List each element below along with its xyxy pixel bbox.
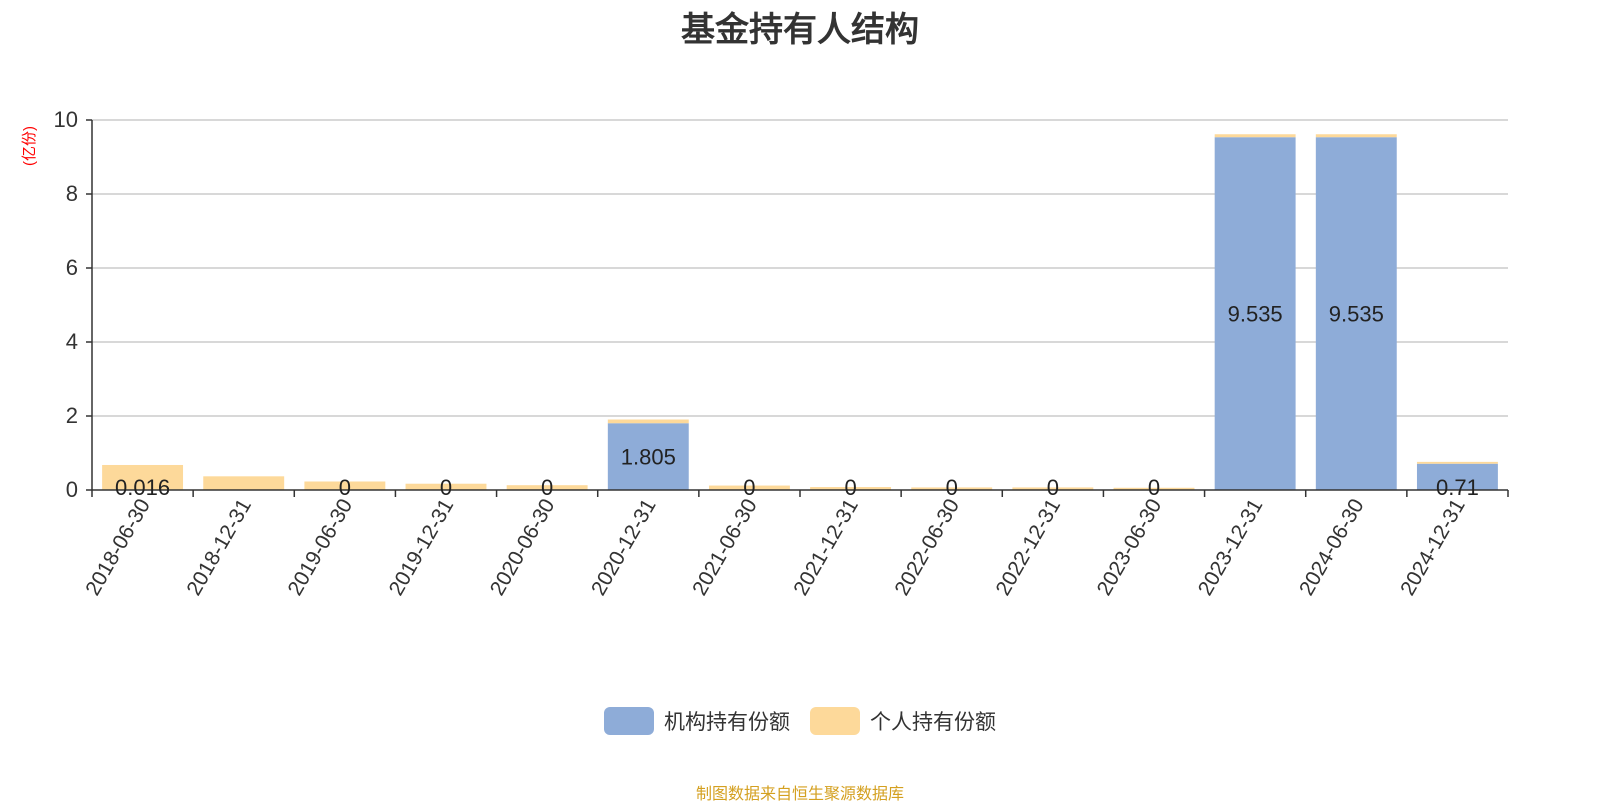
x-tick-label: 2023-12-31 <box>1194 495 1268 600</box>
y-tick-label: 10 <box>54 107 78 132</box>
bar-individual <box>1113 487 1195 490</box>
data-label: 0 <box>946 475 958 500</box>
x-tick-label: 2022-12-31 <box>992 495 1066 600</box>
x-tick-label: 2020-12-31 <box>587 495 661 600</box>
data-label: 9.535 <box>1228 302 1283 327</box>
data-label: 0 <box>1047 475 1059 500</box>
bar-individual <box>810 487 892 490</box>
y-tick-label: 8 <box>66 181 78 206</box>
bar-individual <box>1416 461 1498 464</box>
bar-individual <box>1315 134 1397 138</box>
bar-institutional <box>607 423 689 490</box>
x-tick-label: 2024-12-31 <box>1396 495 1470 600</box>
x-tick-label: 2018-12-31 <box>182 495 256 600</box>
x-tick-label: 2022-06-30 <box>890 495 964 600</box>
data-label: 9.535 <box>1329 302 1384 327</box>
legend-item-institutional[interactable]: 机构持有份额 <box>604 706 790 736</box>
data-label: 0.71 <box>1436 475 1479 500</box>
bar-individual <box>203 476 285 490</box>
data-label: 0 <box>440 475 452 500</box>
bar-individual <box>708 485 790 490</box>
y-tick-label: 0 <box>66 477 78 502</box>
y-tick-label: 4 <box>66 329 78 354</box>
data-label: 0.016 <box>115 475 170 500</box>
chart-title: 基金持有人结构 <box>681 10 919 50</box>
legend-swatch-individual <box>810 707 860 735</box>
data-label: 1.805 <box>621 445 676 470</box>
bar-individual <box>911 487 993 490</box>
x-tick-label: 2021-12-31 <box>789 495 863 600</box>
bar-individual <box>1012 487 1094 490</box>
y-tick-label: 6 <box>66 255 78 280</box>
bar-institutional <box>1214 137 1296 490</box>
bar-individual <box>506 485 588 490</box>
x-tick-label: 2019-06-30 <box>284 495 358 600</box>
legend-label-institutional: 机构持有份额 <box>664 710 790 734</box>
x-tick-label: 2020-06-30 <box>486 495 560 600</box>
data-label: 0 <box>1148 475 1160 500</box>
bar-individual <box>304 481 386 490</box>
x-tick-label: 2023-06-30 <box>1093 495 1167 600</box>
legend-item-individual[interactable]: 个人持有份额 <box>810 706 996 736</box>
bar-institutional <box>1315 137 1397 490</box>
x-tick-label: 2024-06-30 <box>1295 495 1369 600</box>
legend-label-individual: 个人持有份额 <box>870 710 996 734</box>
data-label: 0 <box>339 475 351 500</box>
data-label: 0 <box>743 475 755 500</box>
data-labels: 0.016 0 0 0 1.805 0 0 0 0 0 9.535 9.535 0.71 <box>115 302 1479 500</box>
x-tick-label: 2021-06-30 <box>688 495 762 600</box>
legend-swatch-institutional <box>604 707 654 735</box>
bar-individual <box>405 483 487 490</box>
bar-individual <box>102 464 184 490</box>
source-note: 制图数据来自恒生聚源数据库 <box>695 784 904 803</box>
bars <box>102 134 1498 490</box>
data-label: 0 <box>541 475 553 500</box>
bar-individual <box>607 419 689 424</box>
x-tick-label: 2018-06-30 <box>81 495 155 600</box>
data-label: 0 <box>844 475 856 500</box>
y-axis-label: (亿份) <box>21 126 38 166</box>
bar-institutional <box>1416 463 1498 490</box>
legend: 机构持有份额 个人持有份额 <box>0 706 1600 736</box>
x-tick-label: 2019-12-31 <box>385 495 459 600</box>
y-tick-label: 2 <box>66 403 78 428</box>
bar-individual <box>1214 134 1296 138</box>
